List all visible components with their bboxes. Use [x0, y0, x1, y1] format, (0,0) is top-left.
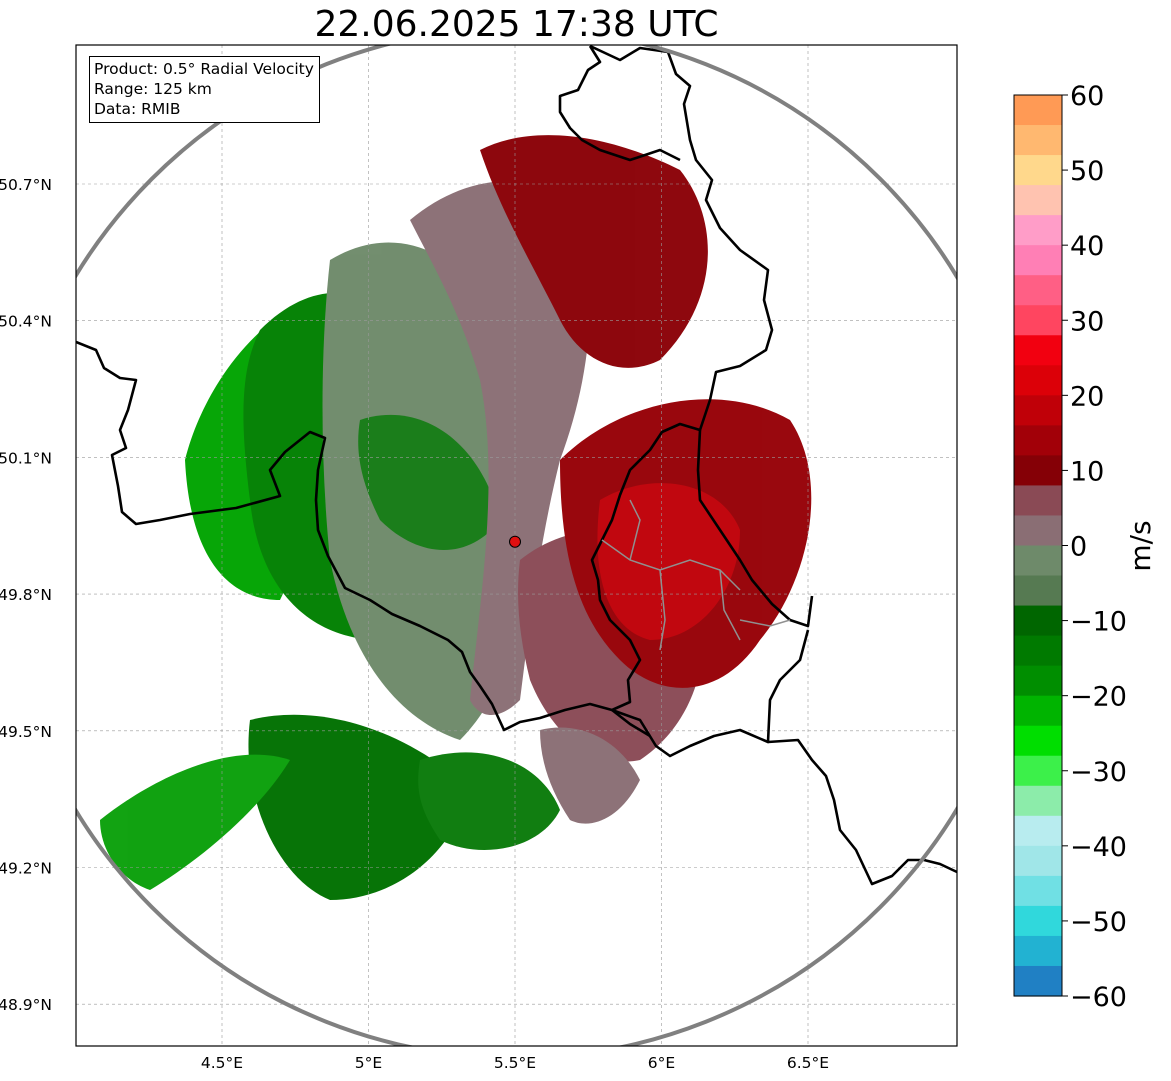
border-lux-germany [696, 429, 814, 628]
colorbar-band [1014, 305, 1062, 336]
border-france-south-lower [611, 708, 651, 738]
longitude-tick-labels: 4.5°E 5°E 5.5°E 6°E 6.5°E [201, 1054, 829, 1072]
lon-tick-label: 4.5°E [201, 1054, 243, 1072]
lat-tick-label: 50.4°N [0, 313, 52, 331]
info-product: Product: 0.5° Radial Velocity [94, 60, 314, 78]
colorbar-tick-label: −50 [1070, 907, 1127, 938]
lux-internal-borders [601, 499, 791, 651]
colorbar-band [1014, 545, 1062, 577]
map-title: 22.06.2025 17:38 UTC [314, 4, 719, 45]
colorbar-band [1014, 785, 1062, 817]
colorbar-band [1014, 575, 1062, 607]
colorbar-tick-label: 40 [1070, 231, 1104, 262]
echo-east-red [597, 483, 740, 640]
lat-tick-label: 48.9°N [0, 996, 52, 1014]
colorbar-unit-label: m/s [1124, 520, 1157, 571]
colorbar-band [1014, 245, 1062, 276]
colorbar-band [1014, 395, 1062, 426]
colorbar-tick-label: −60 [1070, 982, 1127, 1013]
colorbar-band [1014, 425, 1062, 456]
radar-site-marker [509, 535, 521, 548]
echo-sw-streak [100, 754, 290, 890]
border-lux-france [611, 629, 810, 758]
colorbar-band [1014, 335, 1062, 366]
colorbar-band [1014, 365, 1062, 396]
colorbar-band [1014, 635, 1062, 667]
colorbar-tick-label: −40 [1070, 832, 1127, 863]
colorbar-tick-label: 10 [1070, 456, 1104, 487]
colorbar-band [1014, 605, 1062, 637]
colorbar-band [1014, 125, 1062, 156]
colorbar-band [1014, 455, 1062, 487]
colorbar-tick-label: 60 [1070, 81, 1104, 112]
lon-tick-label: 5.5°E [494, 1054, 536, 1072]
echo-north-mauve [410, 181, 591, 715]
echo-north-darkred [480, 135, 708, 368]
border-france-belgium-west [76, 340, 613, 732]
border-belgium-netherlands-north [558, 45, 681, 162]
velocity-echoes [100, 135, 812, 900]
colorbar-band [1014, 845, 1062, 877]
echo-south-green [418, 752, 560, 850]
colorbar [1014, 95, 1062, 997]
colorbar-band [1014, 95, 1062, 126]
colorbar-tick-label: −20 [1070, 682, 1127, 713]
colorbar-tick-label: 0 [1070, 532, 1087, 563]
lat-tick-label: 49.8°N [0, 586, 52, 604]
latitude-tick-labels: 50.7°N 50.4°N 50.1°N 49.8°N 49.5°N 49.2°N 48.9… [0, 176, 52, 1014]
colorbar-band [1014, 275, 1062, 306]
lon-tick-label: 6.5°E [787, 1054, 829, 1072]
info-data-source: Data: RMIB [94, 100, 181, 118]
lat-tick-label: 50.1°N [0, 449, 52, 467]
lon-tick-label: 5°E [355, 1054, 382, 1072]
country-borders [76, 45, 957, 886]
echo-center-green [358, 414, 500, 550]
lat-tick-label: 50.7°N [0, 176, 52, 194]
echo-south-mauve [540, 727, 640, 824]
colorbar-tick-label: 20 [1070, 381, 1104, 412]
colorbar-tick-label: 30 [1070, 306, 1104, 337]
colorbar-band [1014, 905, 1062, 937]
map-frame [75, 44, 958, 1047]
colorbar-band [1014, 725, 1062, 757]
colorbar-band [1014, 875, 1062, 907]
border-lux-belgium [589, 45, 774, 712]
colorbar-band [1014, 185, 1062, 216]
colorbar-band [1014, 815, 1062, 847]
colorbar-band [1014, 695, 1062, 727]
lat-tick-label: 49.2°N [0, 860, 52, 878]
colorbar-band [1014, 485, 1062, 517]
colorbar-band [1014, 965, 1062, 997]
lat-tick-label: 49.5°N [0, 723, 52, 741]
colorbar-tick-label: −30 [1070, 757, 1127, 788]
colorbar-band [1014, 935, 1062, 967]
colorbar-tick-labels: 60 50 40 30 20 10 0 −10 −20 −30 −40 −50 −60 [1062, 81, 1127, 1013]
colorbar-band [1014, 515, 1062, 547]
echo-southwest-green [248, 714, 470, 900]
lon-tick-label: 6°E [648, 1054, 675, 1072]
colorbar-tick-label: 50 [1070, 156, 1104, 187]
colorbar-band [1014, 665, 1062, 697]
colorbar-tick-label: −10 [1070, 607, 1127, 638]
info-range: Range: 125 km [94, 80, 212, 98]
colorbar-band [1014, 215, 1062, 246]
colorbar-band [1014, 755, 1062, 787]
colorbar-band [1014, 155, 1062, 186]
info-box: Product: 0.5° Radial Velocity Range: 125… [89, 56, 320, 123]
